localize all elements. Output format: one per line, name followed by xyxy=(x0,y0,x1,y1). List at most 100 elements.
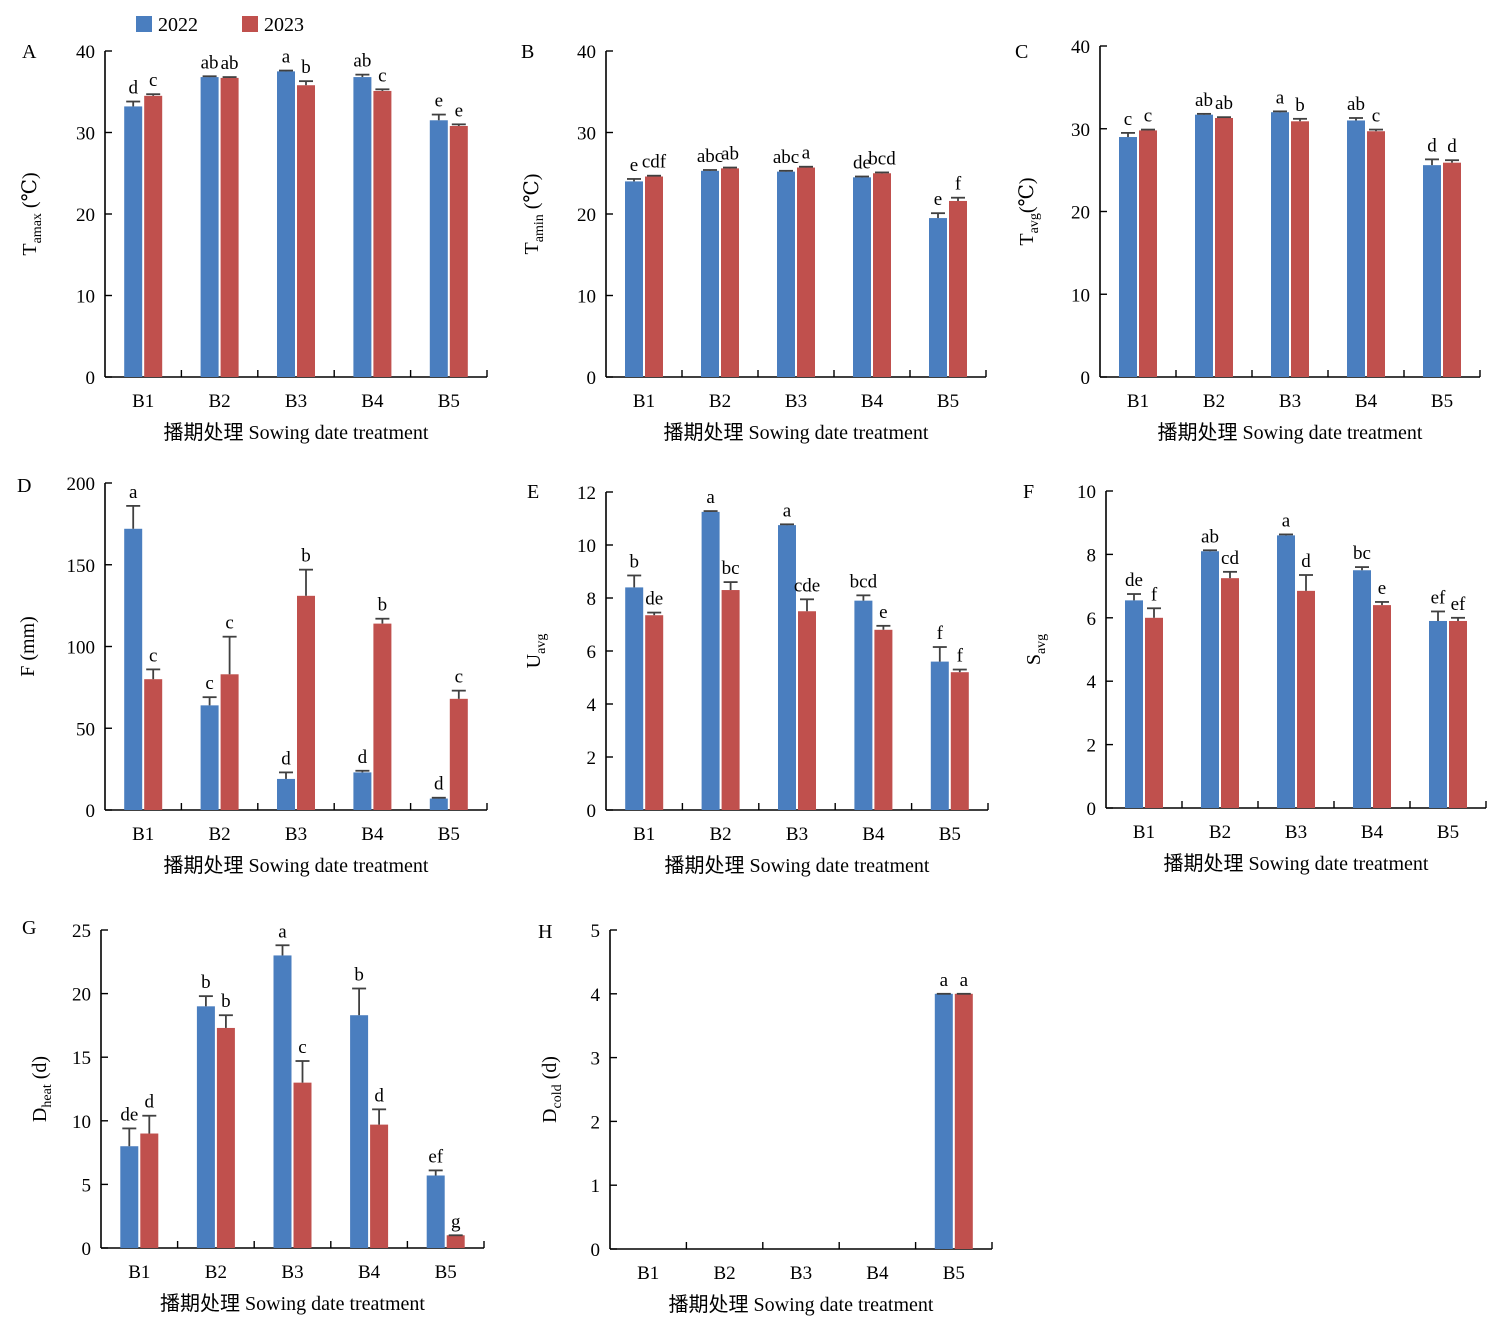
significance-letter: ab xyxy=(721,144,739,165)
y-axis-title: Uavg xyxy=(523,634,549,669)
bar-2023-B3 xyxy=(797,167,815,377)
x-tick-label: B2 xyxy=(209,824,231,845)
bar-2022-B5 xyxy=(426,1175,445,1248)
y-tick-label: 10 xyxy=(1077,482,1096,503)
bar-2022-B1 xyxy=(124,528,143,810)
significance-letter: a xyxy=(1282,510,1291,531)
significance-letter: cdf xyxy=(642,152,667,173)
x-tick-label: B1 xyxy=(633,391,655,412)
y-tick-label: 10 xyxy=(1071,285,1090,306)
legend-label-2022: 2022 xyxy=(158,14,198,36)
significance-letter: ef xyxy=(1431,587,1446,608)
y-tick-label: 8 xyxy=(1087,545,1097,566)
bar-2023-B5 xyxy=(449,125,468,377)
x-axis-title: 播期处理 Sowing date treatment xyxy=(664,421,929,444)
bar-2022-B2 xyxy=(1195,114,1213,378)
y-tick-label: 40 xyxy=(76,42,95,63)
significance-letter: b xyxy=(378,595,388,616)
x-axis-title: 播期处理 Sowing date treatment xyxy=(160,1292,425,1315)
bar-2023-B5 xyxy=(949,200,967,377)
bar-2022-B2 xyxy=(1201,551,1219,808)
significance-letter: ab xyxy=(1347,94,1365,115)
bar-2022-B1 xyxy=(625,587,644,810)
y-tick-label: 5 xyxy=(591,921,601,942)
legend-swatch-2022 xyxy=(136,16,152,32)
bar-2023-B4 xyxy=(1373,605,1391,808)
bar-2022-B4 xyxy=(350,1015,369,1248)
panel-label: A xyxy=(22,41,37,63)
significance-letter: de xyxy=(1125,570,1143,591)
x-tick-label: B3 xyxy=(1279,391,1301,412)
panel-label: G xyxy=(22,917,36,939)
significance-letter: a xyxy=(802,143,811,164)
bar-2022-B3 xyxy=(1271,112,1289,377)
bar-2023-B1 xyxy=(645,176,663,377)
bar-2022-B4 xyxy=(353,77,372,377)
x-tick-label: B1 xyxy=(128,1262,150,1283)
x-axis-title: 播期处理 Sowing date treatment xyxy=(164,854,429,877)
bar-2023-B2 xyxy=(1215,117,1233,378)
x-tick-label: B3 xyxy=(786,824,808,845)
bar-2022-B1 xyxy=(1119,137,1137,377)
x-tick-label: B1 xyxy=(637,1263,659,1284)
significance-letter: ef xyxy=(1451,594,1466,615)
bar-2023-B1 xyxy=(144,95,163,377)
significance-letter: d xyxy=(281,748,291,769)
bar-2022-B5 xyxy=(934,993,953,1249)
significance-letter: g xyxy=(451,1211,461,1232)
y-axis-title: F (mm) xyxy=(17,616,39,677)
y-tick-label: 10 xyxy=(76,287,95,308)
significance-letter: ab xyxy=(221,53,239,74)
bar-2022-B4 xyxy=(1347,120,1365,377)
panel-label: E xyxy=(527,481,539,503)
significance-letter: c xyxy=(378,65,386,86)
y-tick-label: 0 xyxy=(587,368,597,389)
x-tick-label: B1 xyxy=(132,824,154,845)
bar-2023-B1 xyxy=(1145,617,1163,808)
y-tick-label: 0 xyxy=(591,1240,601,1261)
significance-letter: bc xyxy=(1353,543,1371,564)
significance-letter: ab xyxy=(1215,93,1233,114)
significance-letter: de xyxy=(853,153,871,174)
y-tick-label: 0 xyxy=(587,801,597,822)
x-tick-label: B2 xyxy=(709,391,731,412)
y-axis-title: Savg xyxy=(1023,634,1049,665)
significance-letter: a xyxy=(1276,87,1285,108)
x-tick-label: B4 xyxy=(358,1262,381,1283)
bar-2023-B3 xyxy=(1291,121,1309,378)
x-tick-label: B3 xyxy=(790,1263,812,1284)
significance-letter: f xyxy=(1151,584,1158,605)
significance-letter: abc xyxy=(697,146,723,167)
y-tick-label: 0 xyxy=(86,801,96,822)
significance-letter: c xyxy=(1372,106,1380,127)
x-tick-label: B5 xyxy=(438,391,460,412)
y-tick-label: 40 xyxy=(1071,37,1090,58)
y-tick-label: 3 xyxy=(591,1049,601,1070)
bar-2022-B1 xyxy=(625,181,643,377)
y-tick-label: 8 xyxy=(587,589,597,610)
x-tick-label: B1 xyxy=(1127,391,1149,412)
significance-letter: ab xyxy=(353,51,371,72)
significance-letter: d xyxy=(128,78,138,99)
bar-2023-B4 xyxy=(373,623,392,810)
x-tick-label: B5 xyxy=(435,1262,457,1283)
bar-2023-B2 xyxy=(721,168,739,377)
y-tick-label: 30 xyxy=(577,124,596,145)
significance-letter: b xyxy=(629,551,639,572)
significance-letter: b xyxy=(301,57,311,78)
bar-2023-B1 xyxy=(140,1133,159,1248)
x-tick-label: B5 xyxy=(1437,822,1459,843)
bar-2023-B5 xyxy=(954,993,973,1249)
significance-letter: b xyxy=(1295,95,1305,116)
significance-letter: a xyxy=(940,970,949,991)
x-tick-label: B5 xyxy=(943,1263,965,1284)
x-tick-label: B2 xyxy=(710,824,732,845)
significance-letter: d xyxy=(434,774,444,795)
significance-letter: e xyxy=(879,602,887,623)
significance-letter: abc xyxy=(773,147,799,168)
significance-letter: c xyxy=(149,645,157,666)
x-tick-label: B5 xyxy=(937,391,959,412)
x-tick-label: B4 xyxy=(862,824,885,845)
